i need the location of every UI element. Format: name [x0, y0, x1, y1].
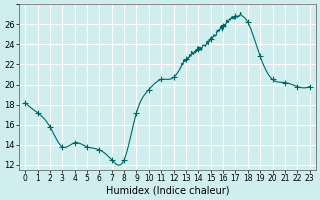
X-axis label: Humidex (Indice chaleur): Humidex (Indice chaleur): [106, 186, 229, 196]
